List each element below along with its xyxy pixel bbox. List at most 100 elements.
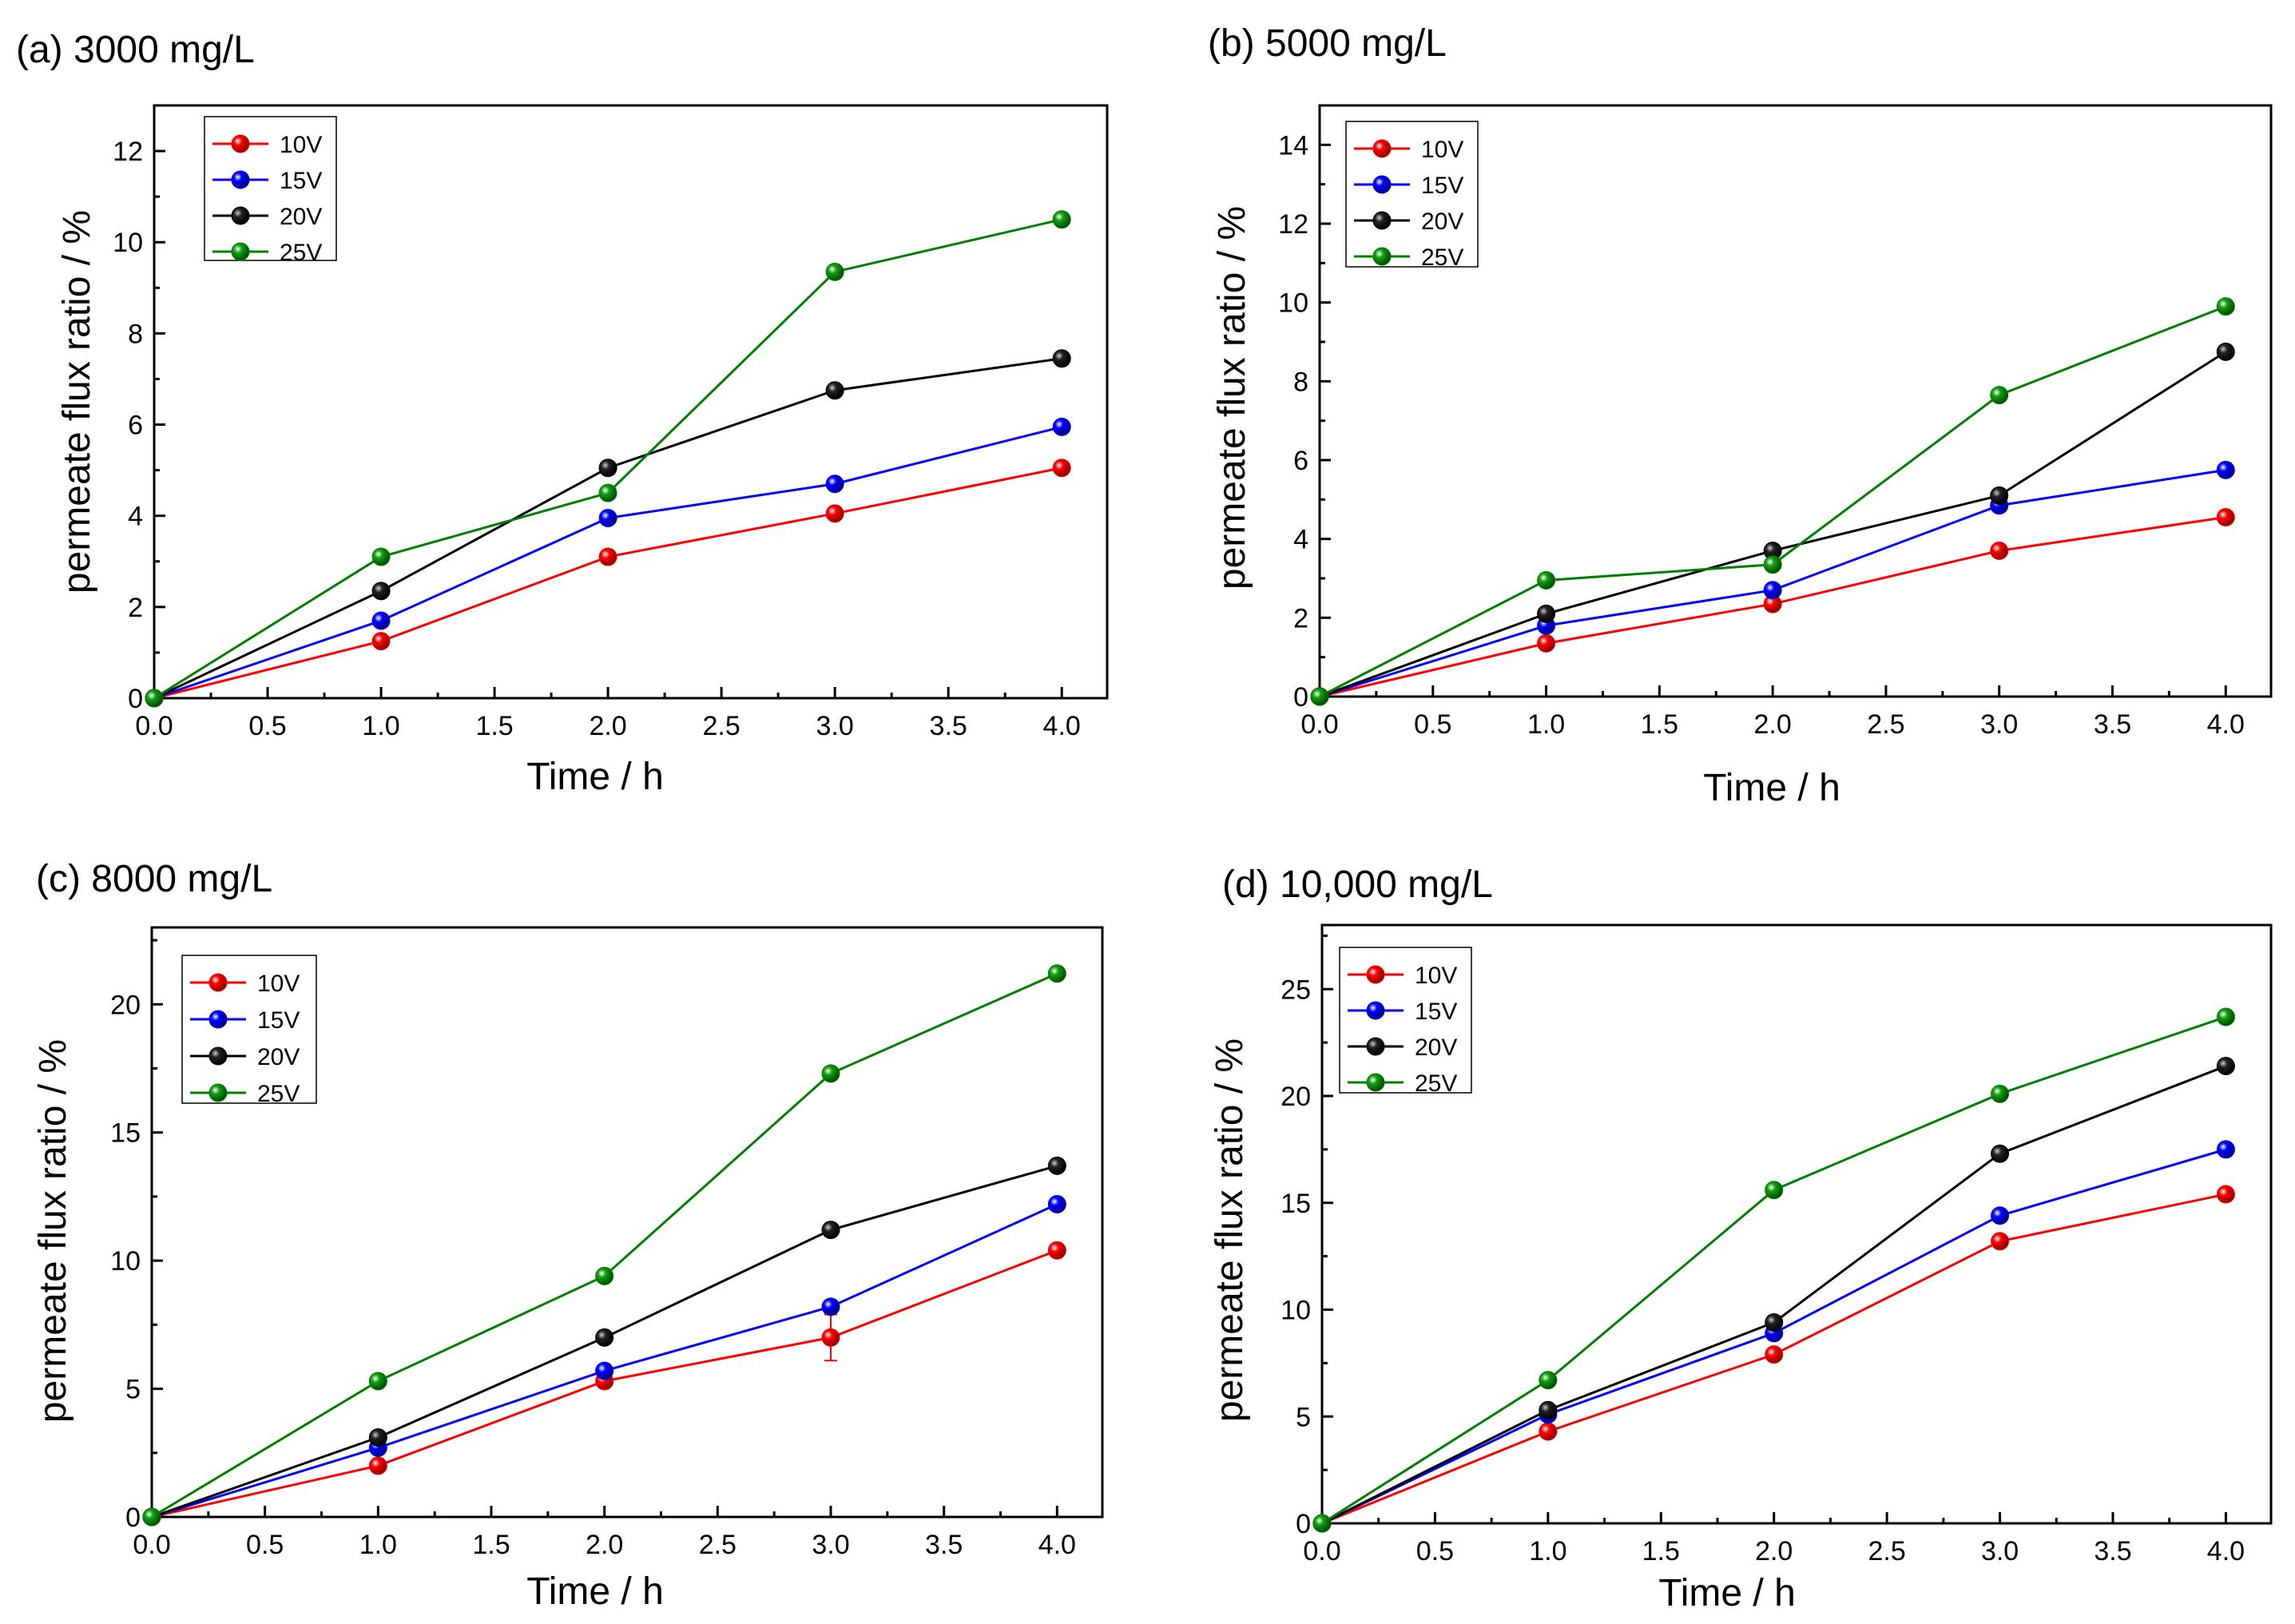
y-tick-label: 25 <box>1281 975 1311 1005</box>
legend-label-15V: 15V <box>257 1007 300 1034</box>
data-point-25V <box>1539 1371 1558 1390</box>
data-point-10V <box>1052 459 1071 478</box>
x-tick-label: 3.5 <box>2094 709 2131 740</box>
x-tick-label: 4.0 <box>1043 711 1081 741</box>
data-point-25V <box>1310 687 1329 706</box>
data-point-20V <box>1765 1313 1784 1332</box>
data-point-25V <box>825 262 844 281</box>
legend-label-10V: 10V <box>1421 137 1463 163</box>
legend-box-c <box>181 955 317 1104</box>
data-point-25V <box>1537 570 1556 590</box>
y-tick-label: 6 <box>1293 446 1308 476</box>
chart-panel-a: (a) 3000 mg/L Time / h permeate flux rat… <box>16 29 1109 798</box>
legend-swatch-marker <box>231 134 250 153</box>
y-axis-label-c: permeate flux ratio / % <box>32 1039 74 1423</box>
data-point-15V <box>2216 460 2235 479</box>
series-group-d <box>1312 1007 2235 1533</box>
legend-swatch-marker <box>1372 139 1392 158</box>
x-tick-label: 3.5 <box>2094 1536 2131 1566</box>
data-point-10V <box>1537 633 1556 653</box>
x-tick-label: 4.0 <box>1038 1530 1076 1560</box>
y-tick-label: 20 <box>110 990 141 1020</box>
data-point-25V <box>2216 1007 2235 1026</box>
data-point-10V <box>2216 508 2235 527</box>
legend-b: 10V 15V 20V 25V <box>1345 121 1479 271</box>
legend-label-20V: 20V <box>1415 1034 1457 1061</box>
data-point-10V <box>1765 1345 1784 1364</box>
chart-title-b: (b) 5000 mg/L <box>1208 22 1447 65</box>
x-tick-label: 0.0 <box>1300 709 1338 740</box>
data-point-25V <box>598 483 617 502</box>
data-point-15V <box>371 611 391 630</box>
x-tick-label: 3.5 <box>925 1530 963 1560</box>
data-point-20V <box>371 582 391 601</box>
x-tick-label: 0.5 <box>246 1530 284 1560</box>
series-line-20V <box>1321 1065 2226 1525</box>
legend-swatch-marker <box>231 206 250 225</box>
y-tick-label: 10 <box>1281 1296 1311 1326</box>
legend-label-10V: 10V <box>280 132 322 158</box>
data-point-10V <box>825 504 844 523</box>
data-point-15V <box>1047 1195 1066 1214</box>
y-tick-label: 5 <box>125 1375 141 1405</box>
axis-ticks-c: 0.0 0.5 1.0 1.5 2.0 2.5 3.0 3.5 4.0 0 5 10 15 20 <box>110 939 1076 1560</box>
data-point-10V <box>821 1328 840 1347</box>
y-axis-label-a: permeate flux ratio / % <box>56 210 98 594</box>
axis-ticks-d: 0.0 0.5 1.0 1.5 2.0 2.5 3.0 3.5 4.0 0 5 10 15 20 25 <box>1281 934 2245 1566</box>
y-tick-label: 12 <box>1278 209 1308 240</box>
data-point-15V <box>1991 1206 2010 1225</box>
data-point-25V <box>371 547 391 566</box>
y-tick-label: 5 <box>1296 1402 1311 1432</box>
data-point-10V <box>1539 1422 1558 1441</box>
x-tick-label: 1.0 <box>1527 709 1565 740</box>
data-point-20V <box>598 459 617 478</box>
data-point-15V <box>821 1297 840 1316</box>
data-point-15V <box>825 474 844 494</box>
legend-box-b <box>1345 121 1479 268</box>
legend-label-25V: 25V <box>1421 244 1463 271</box>
y-tick-label: 14 <box>1278 130 1308 161</box>
chart-panel-c: (c) 8000 mg/L Time / h permeate flux rat… <box>32 858 1104 1613</box>
data-point-20V <box>1047 1156 1066 1175</box>
x-tick-label: 2.0 <box>1755 1536 1793 1566</box>
data-point-25V <box>1763 555 1782 574</box>
chart-panel-b: (b) 5000 mg/L Time / h permeate flux rat… <box>1208 22 2273 809</box>
data-point-10V <box>1047 1241 1066 1260</box>
data-point-10V <box>1991 1232 2010 1251</box>
x-tick-label: 1.5 <box>1641 709 1678 740</box>
legend-label-15V: 15V <box>280 168 322 194</box>
x-tick-label: 2.5 <box>699 1530 737 1560</box>
x-tick-label: 4.0 <box>2207 1536 2245 1566</box>
data-point-15V <box>1052 417 1071 436</box>
y-tick-label: 8 <box>128 319 143 349</box>
x-axis-label-b: Time / h <box>1703 767 1840 809</box>
legend-swatch-marker <box>1372 175 1392 194</box>
data-point-25V <box>142 1507 161 1527</box>
data-point-10V <box>368 1456 387 1475</box>
x-tick-label: 0.5 <box>1416 1536 1454 1566</box>
y-axis-label-b: permeate flux ratio / % <box>1211 206 1253 590</box>
legend-swatch-marker <box>1372 211 1392 230</box>
data-point-20V <box>1990 486 2009 505</box>
x-tick-label: 1.5 <box>1642 1536 1680 1566</box>
data-point-20V <box>1052 349 1071 368</box>
y-tick-label: 2 <box>1293 603 1308 633</box>
legend-swatch-marker <box>1366 1001 1385 1020</box>
x-tick-label: 1.0 <box>362 711 399 741</box>
legend-label-25V: 25V <box>1415 1070 1457 1097</box>
y-tick-label: 15 <box>110 1118 141 1149</box>
series-line-20V <box>1319 351 2227 698</box>
data-point-15V <box>2216 1140 2235 1159</box>
x-tick-label: 1.5 <box>472 1530 510 1560</box>
x-tick-label: 2.5 <box>1867 709 1904 740</box>
data-point-10V <box>1990 541 2009 560</box>
axis-ticks-a: 0.0 0.5 1.0 1.5 2.0 2.5 3.0 3.5 4.0 0 2 4 6 8 10 12 <box>113 137 1081 741</box>
x-tick-label: 3.5 <box>930 711 967 741</box>
legend-swatch-marker <box>1372 247 1392 266</box>
legend-d: 10V 15V 20V 25V <box>1339 947 1472 1097</box>
y-tick-label: 4 <box>128 502 143 532</box>
data-point-10V <box>598 547 617 566</box>
legend-label-10V: 10V <box>257 971 300 997</box>
y-tick-label: 4 <box>1293 525 1308 555</box>
x-tick-label: 1.5 <box>475 711 513 741</box>
